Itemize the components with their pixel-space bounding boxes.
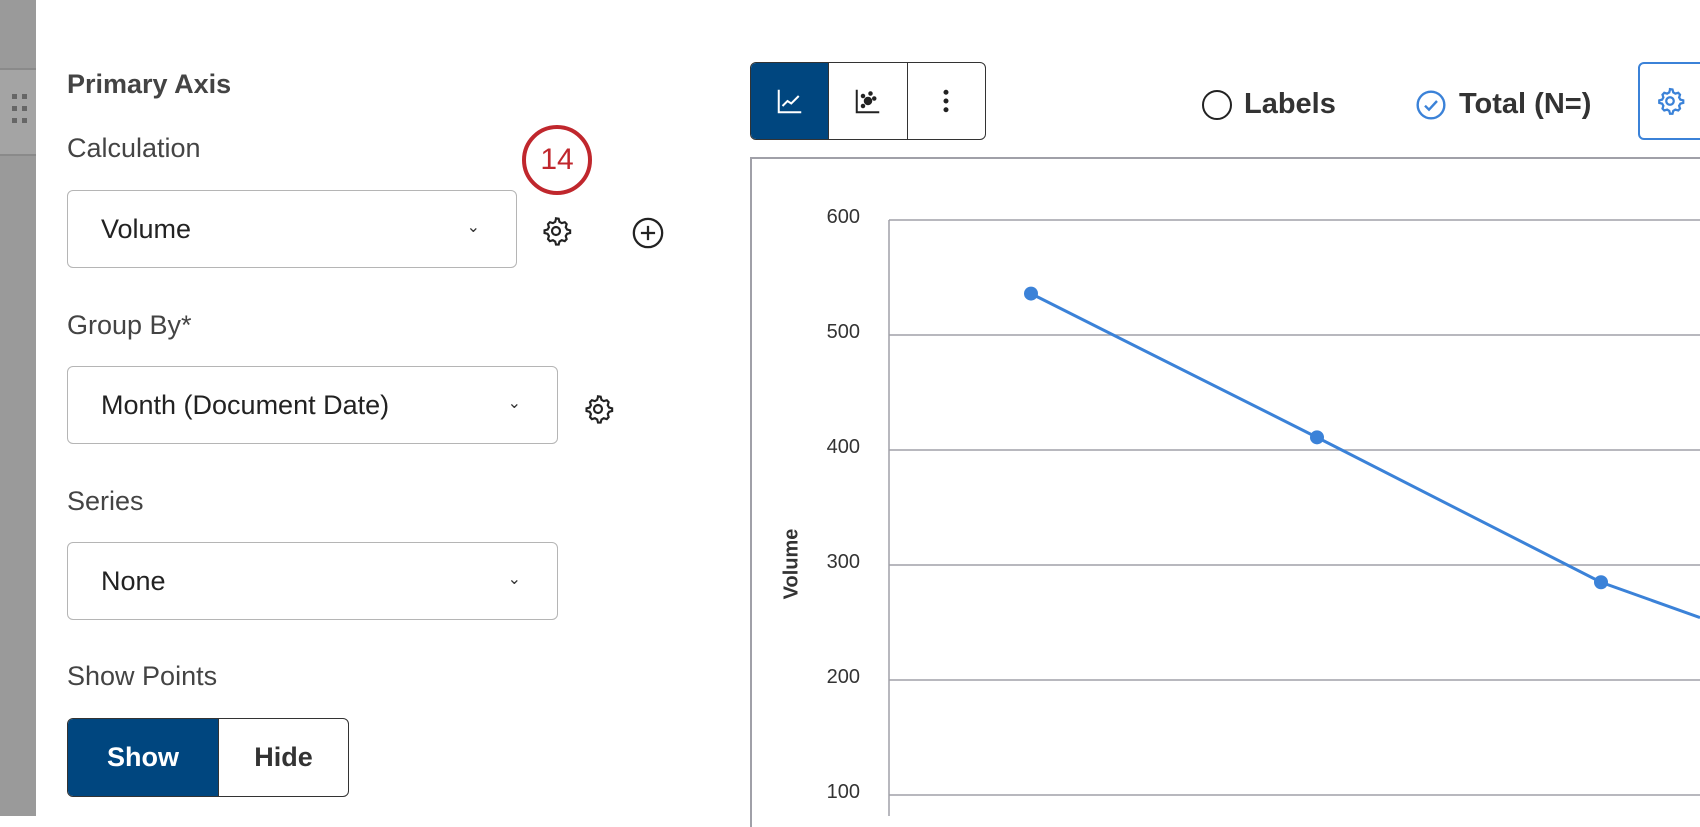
hide-option[interactable]: Hide (218, 719, 348, 796)
chart-container (750, 157, 1700, 827)
group-by-label: Group By* (67, 310, 192, 340)
gear-icon (1658, 87, 1685, 115)
y-tick-label: 200 (826, 666, 860, 688)
y-tick-label: 600 (826, 206, 860, 228)
labels-option[interactable]: Labels (1202, 88, 1336, 121)
show-option[interactable]: Show (68, 719, 218, 796)
chevron-down-icon: ⌄ (507, 571, 521, 588)
series-value: None (101, 565, 166, 596)
series-line (1030, 292, 1700, 620)
line-chart-button[interactable] (751, 63, 829, 139)
gear-icon[interactable] (538, 213, 574, 249)
scatter-chart-icon (855, 89, 880, 114)
step-badge: 14 (522, 125, 592, 195)
chart-type-toolbar (750, 62, 986, 140)
calculation-value: Volume (101, 213, 192, 244)
show-points-toggle[interactable]: Show Hide (67, 718, 349, 797)
total-option[interactable]: Total (N=) (1415, 88, 1591, 121)
y-tick-label: 400 (826, 436, 860, 458)
calculation-select[interactable]: Volume ⌄ (67, 190, 517, 268)
labels-option-label: Labels (1244, 88, 1336, 120)
calculation-label: Calculation (67, 133, 201, 163)
chevron-down-icon: ⌄ (507, 395, 521, 412)
chart-settings-button[interactable] (1638, 62, 1700, 140)
radio-unchecked-icon (1202, 89, 1232, 120)
y-tick-label: 100 (826, 781, 860, 803)
data-point (1594, 575, 1608, 590)
y-tick-label: 500 (826, 321, 860, 343)
more-options-button[interactable] (906, 63, 985, 139)
check-circle-icon (1416, 89, 1446, 120)
series-select[interactable]: None ⌄ (67, 542, 558, 620)
group-by-select[interactable]: Month (Document Date) ⌄ (67, 366, 558, 444)
drag-handle-icon[interactable] (0, 68, 36, 156)
series-label: Series (67, 486, 144, 516)
add-circle-icon[interactable] (630, 215, 666, 251)
show-points-label: Show Points (67, 661, 218, 691)
section-title: Primary Axis (67, 69, 232, 99)
scatter-chart-button[interactable] (828, 63, 906, 139)
data-point (1024, 286, 1038, 301)
group-by-value: Month (Document Date) (101, 389, 390, 420)
total-option-label: Total (N=) (1459, 88, 1592, 120)
gear-icon[interactable] (580, 391, 616, 427)
chevron-down-icon: ⌄ (466, 219, 480, 236)
more-vertical-icon (943, 89, 949, 113)
y-tick-label: 300 (826, 551, 860, 573)
data-point (1310, 430, 1324, 445)
line-chart-icon (777, 89, 801, 114)
